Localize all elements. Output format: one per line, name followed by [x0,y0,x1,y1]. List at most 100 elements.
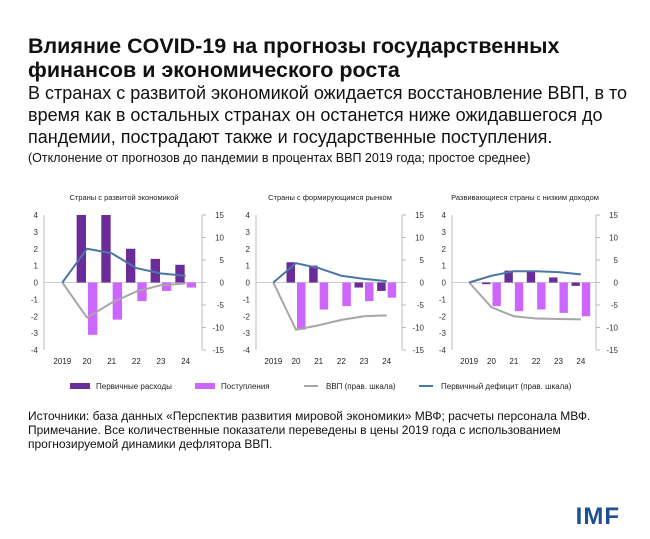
bar-revenue [137,282,147,302]
right-tick-label: 0 [220,279,225,288]
right-tick-label: 15 [609,211,618,220]
bar-revenue [186,282,197,288]
left-tick-label: -2 [243,312,251,321]
bar-revenue [162,282,172,291]
charts: Страны с развитой экономикой43210-1-2-3-… [31,193,619,391]
right-tick-label: 10 [215,234,224,243]
left-tick-label: -2 [31,312,39,321]
bar-primary-spending [354,282,363,288]
left-tick-label: 0 [246,279,251,288]
category-label: 24 [576,357,585,366]
left-tick-label: 3 [246,228,251,237]
category-label: 20 [83,357,92,366]
bar-primary-spending [150,258,160,283]
category-label: 23 [157,357,166,366]
right-tick-label: 15 [415,211,424,220]
right-tick-label: 5 [420,256,425,265]
legend-label: Поступления [221,382,270,391]
bar-revenue [387,282,397,298]
right-tick-label: -5 [217,301,225,310]
bar-primary-spending [549,277,558,283]
bar-primary-spending [571,282,580,286]
left-tick-label: 2 [246,245,251,254]
right-tick-label: -10 [212,324,224,333]
line-gdp [61,281,186,319]
bar-primary-spending [175,264,185,283]
left-tick-label: -1 [243,295,251,304]
category-label: 24 [181,357,190,366]
right-tick-label: 10 [415,234,424,243]
category-label: 22 [132,357,141,366]
right-tick-label: 5 [614,256,619,265]
bar-revenue [88,282,98,335]
left-tick-label: 0 [442,279,447,288]
left-tick-label: 1 [442,262,447,271]
legend-swatch [70,383,90,389]
line-primary-deficit [468,270,581,284]
bar-revenue [297,282,306,330]
right-tick-label: -10 [412,324,424,333]
sources-text: Источники: база данных «Перспектив разви… [28,409,591,423]
left-tick-label: 1 [246,262,251,271]
legend-label: Первичные расходы [96,382,172,391]
line-primary-deficit [272,262,387,284]
bar-primary-spending [309,265,318,283]
left-tick-label: 4 [246,211,251,220]
header: Влияние COVID-19 на прогнозы государстве… [0,0,650,166]
right-tick-label: -15 [212,346,224,355]
left-tick-label: -1 [31,295,39,304]
right-tick-label: -10 [606,324,618,333]
left-tick-label: -4 [31,346,39,355]
right-tick-label: -5 [417,301,425,310]
right-tick-label: 15 [215,211,224,220]
spacer [0,451,650,491]
bar-revenue [581,282,591,317]
left-tick-label: 0 [34,279,39,288]
bar-revenue [537,282,546,310]
right-tick-label: 5 [220,256,225,265]
bar-primary-spending [286,262,295,283]
category-label: 20 [292,357,301,366]
line-primary-deficit [61,247,186,284]
left-tick-label: 4 [442,211,447,220]
left-tick-label: 4 [34,211,39,220]
right-tick-label: 0 [420,279,425,288]
legend-swatch [195,383,215,389]
bar-primary-spending [76,215,86,283]
imf-logo: IMF [575,503,620,530]
bar-revenue [492,282,501,307]
left-tick-label: -3 [439,329,447,338]
page-title: Влияние COVID-19 на прогнозы государстве… [28,34,560,82]
bar-revenue [365,282,374,302]
category-label: 2019 [264,357,282,366]
right-tick-label: -15 [606,346,618,355]
left-tick-label: 3 [34,228,39,237]
chart-title: Развивающиеся страны с низким доходом [451,193,599,202]
line-gdp [272,282,387,331]
category-label: 22 [337,357,346,366]
page-subtitle: В странах с развитой экономикой ожидаетс… [28,83,628,147]
category-label: 23 [360,357,369,366]
category-label: 2019 [460,357,478,366]
legend-label: Первичный дефицит (прав. шкала) [441,382,572,391]
left-tick-label: -2 [439,312,447,321]
left-tick-label: -3 [31,329,39,338]
category-label: 21 [314,357,323,366]
bar-primary-spending [101,215,111,283]
left-tick-label: -1 [439,295,447,304]
left-tick-label: -4 [439,346,447,355]
category-label: 21 [107,357,116,366]
left-tick-label: 1 [34,262,39,271]
bar-revenue [514,282,524,312]
chart-title: Страны с формирующимся рынком [268,193,392,202]
left-tick-label: 3 [442,228,447,237]
category-label: 20 [487,357,496,366]
right-tick-label: -15 [412,346,424,355]
bar-primary-spending [504,270,513,283]
line-gdp [468,281,581,321]
category-label: 23 [554,357,563,366]
left-tick-label: -3 [243,329,251,338]
bar-revenue [319,282,329,310]
category-label: 2019 [53,357,71,366]
